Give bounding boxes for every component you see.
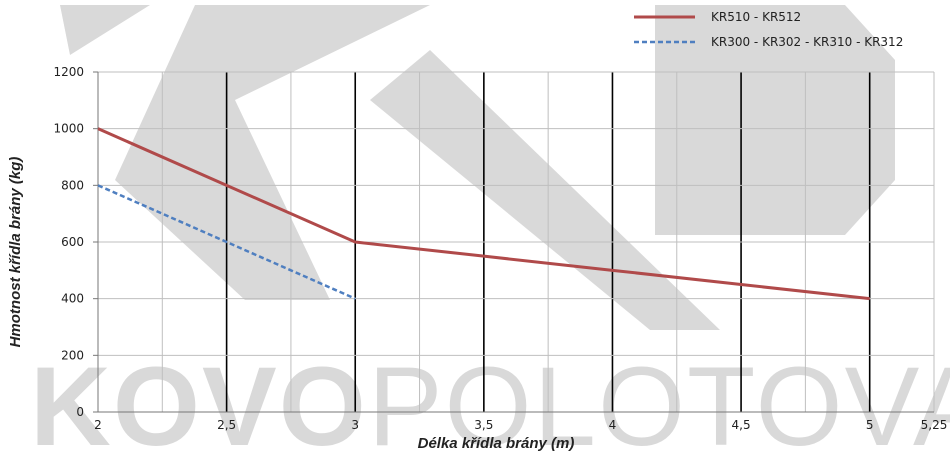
watermark-shape-block (655, 5, 895, 235)
series-line-1 (97, 127, 870, 301)
y-tick-label: 600 (61, 235, 84, 249)
x-axis-title: Délka křídla brány (m) (418, 435, 575, 452)
axes (93, 71, 934, 413)
series-line-2 (97, 184, 356, 300)
y-tick-label: 200 (61, 348, 84, 362)
legend: KR510 - KR512 KR300 - KR302 - KR310 - KR3… (634, 10, 903, 49)
x-tick-label: 4,5 (732, 418, 751, 432)
y-axis-title: Hmotnost křídla brány (kg) (7, 157, 24, 348)
y-tick-label: 800 (61, 178, 84, 192)
x-tick-label: 4 (609, 418, 617, 432)
y-tick-label: 1200 (53, 65, 84, 79)
y-tick-label: 1000 (53, 122, 84, 136)
watermark-text-bold: KOVO (30, 344, 368, 454)
watermark-text: KOVOPOLOTOVARY.C (30, 344, 950, 454)
tick-labels: 2 2,5 3 3,5 4 4,5 5 5,25 0 200 400 600 800 1000 1200 (53, 65, 947, 432)
x-tick-label: 3 (351, 418, 359, 432)
watermark: KOVOPOLOTOVARY.C (30, 5, 950, 454)
x-tick-label: 5,25 (921, 418, 948, 432)
x-tick-label: 2,5 (217, 418, 236, 432)
grid (98, 71, 935, 412)
x-tick-label: 2 (94, 418, 102, 432)
watermark-shape-right-diagonal (370, 50, 720, 330)
watermark-shape-left (60, 5, 150, 55)
legend-label-2: KR300 - KR302 - KR310 - KR312 (711, 35, 903, 49)
x-tick-label: 3,5 (474, 418, 493, 432)
y-tick-label: 400 (61, 292, 84, 306)
series (97, 127, 870, 301)
x-tick-label: 5 (866, 418, 874, 432)
y-tick-label: 0 (76, 405, 84, 419)
watermark-text-light: POLOTOVARY.C (368, 344, 950, 454)
legend-label-1: KR510 - KR512 (711, 10, 801, 24)
